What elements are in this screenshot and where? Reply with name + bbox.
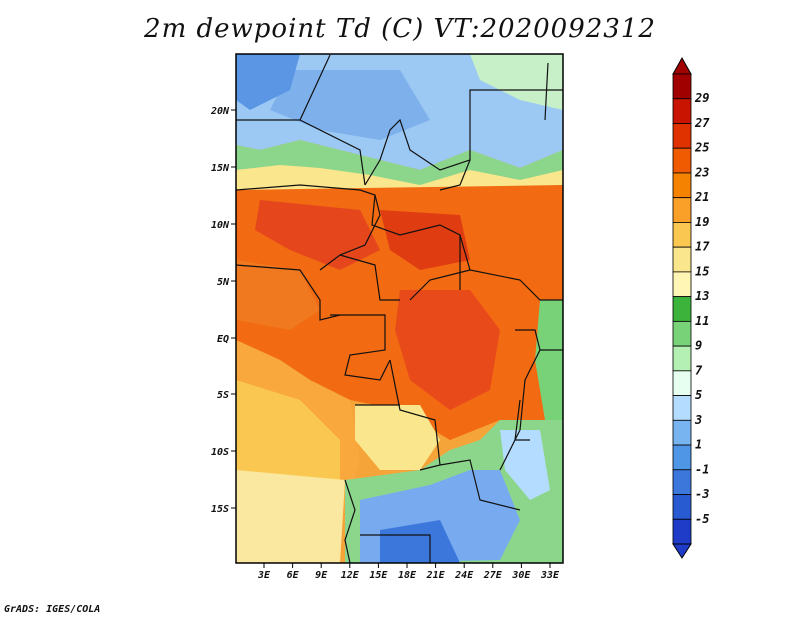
lat-label: 15N [211,163,230,174]
colorbar-label: -3 [695,487,709,501]
colorbar-swatch [672,444,692,471]
lat-label: 10S [211,447,229,458]
lon-label: 12E [341,570,360,581]
lon-label: 27E [483,570,503,581]
colorbar-label: 1 [695,438,702,452]
colorbar-label: 11 [695,314,709,328]
colorbar-swatch [672,469,692,495]
colorbar-label: 13 [695,289,709,303]
colorbar-label: 7 [695,363,703,377]
lon-label: 18E [398,570,417,581]
lat-label: 10N [211,220,230,231]
colorbar-label: 17 [695,240,710,254]
country-borders [235,54,563,564]
lon-label: 21E [426,570,446,581]
lon-label: 33E [540,570,560,581]
colorbar-label: 23 [694,165,709,179]
colorbar-swatch [672,222,692,248]
colorbar: 29 27 25 23 21 19 17 15 13 11 9 7 5 3 1 -1 -3 -5 [672,56,710,559]
map-panel [236,54,563,563]
colorbar-swatch [672,320,692,347]
lon-label: 15E [369,570,388,581]
colorbar-swatch [672,518,692,545]
colorbar-swatch [672,419,692,446]
lon-label: 9E [315,570,328,581]
map-frame [235,53,564,564]
lat-label: EQ [217,334,229,345]
colorbar-label: -5 [695,512,709,526]
latitude-axis: 20N 15N 10N 5N EQ 5S 10S 15S [210,106,236,515]
colorbar-swatch [672,197,692,223]
colorbar-label: -1 [695,462,709,476]
map-title: 2m dewpoint Td (C) VT:2020092312 [144,14,656,44]
colorbar-label: 19 [695,215,709,229]
colorbar-swatch [672,147,692,174]
colorbar-swatch [672,172,692,199]
lon-label: 3E [257,570,271,581]
colorbar-label: 21 [694,190,709,204]
lat-label: 20N [210,106,230,117]
colorbar-swatch [672,73,692,100]
colorbar-max-arrow [672,56,692,75]
lat-label: 5S [217,390,229,401]
lon-label: 30E [511,570,531,581]
colorbar-swatch [672,271,692,298]
longitude-axis: 3E 6E 9E 12E 15E 18E 21E 24E 27E 30E 33E [257,563,560,581]
colorbar-label: 15 [695,264,709,278]
colorbar-swatch [672,370,692,396]
lon-label: 24E [454,570,474,581]
colorbar-label: 27 [694,116,710,130]
lat-label: 15S [211,504,229,515]
colorbar-swatch [672,98,692,124]
colorbar-swatch [672,246,692,273]
colorbar-min-arrow [672,543,692,559]
colorbar-label: 3 [694,413,702,427]
colorbar-label: 9 [695,339,702,353]
colorbar-label: 5 [695,388,702,402]
grads-credit: GrADS: IGES/COLA [4,604,101,615]
colorbar-swatch [672,494,692,520]
colorbar-swatch [672,296,692,322]
colorbar-label: 29 [694,91,709,105]
colorbar-swatch [672,123,692,149]
colorbar-label: 25 [694,141,709,155]
lat-label: 5N [217,277,230,288]
colorbar-swatch [672,395,692,421]
lon-label: 6E [287,570,300,581]
colorbar-swatch [672,345,692,372]
